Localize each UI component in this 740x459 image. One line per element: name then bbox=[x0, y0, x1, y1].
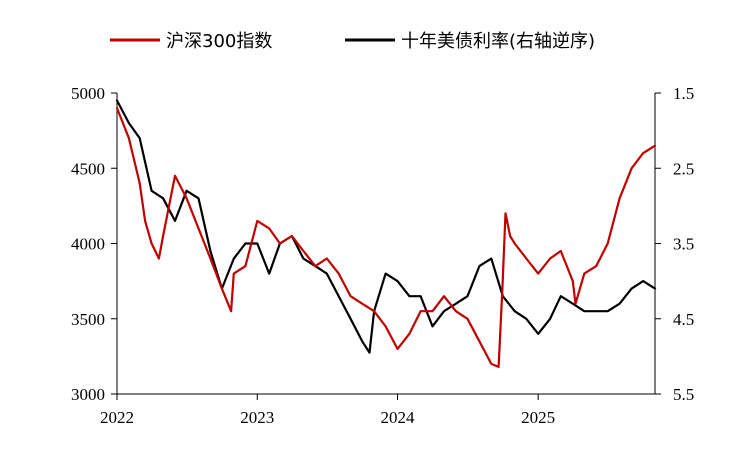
legend: 沪深300指数 十年美债利率(右轴逆序) bbox=[110, 31, 595, 52]
series-line-ust10y bbox=[115, 99, 657, 354]
legend-label-ust10y: 十年美债利率(右轴逆序) bbox=[401, 31, 595, 52]
right-axis-ticks: 1.5 2.5 3.5 4.5 5.5 bbox=[655, 84, 694, 404]
x-tick-label: 2024 bbox=[381, 408, 416, 427]
right-tick-label: 3.5 bbox=[673, 235, 694, 254]
legend-label-hs300: 沪深300指数 bbox=[166, 31, 272, 52]
left-tick-label: 4500 bbox=[71, 159, 105, 178]
left-tick-label: 5000 bbox=[71, 84, 105, 103]
series-line-hs300 bbox=[115, 106, 657, 368]
series-layer bbox=[115, 99, 657, 368]
x-tick-label: 2025 bbox=[521, 408, 555, 427]
left-tick-label: 3000 bbox=[71, 385, 105, 404]
left-tick-label: 4000 bbox=[71, 235, 105, 254]
left-tick-label: 3500 bbox=[71, 310, 105, 329]
left-axis-ticks: 3000 3500 4000 4500 5000 bbox=[71, 84, 117, 404]
x-axis-ticks: 2022 2023 2024 2025 bbox=[100, 394, 555, 427]
axes bbox=[116, 93, 656, 395]
right-tick-label: 4.5 bbox=[673, 310, 694, 329]
right-tick-label: 1.5 bbox=[673, 84, 694, 103]
x-tick-label: 2022 bbox=[100, 408, 134, 427]
right-tick-label: 2.5 bbox=[673, 159, 694, 178]
x-tick-label: 2023 bbox=[240, 408, 274, 427]
right-tick-label: 5.5 bbox=[673, 385, 694, 404]
